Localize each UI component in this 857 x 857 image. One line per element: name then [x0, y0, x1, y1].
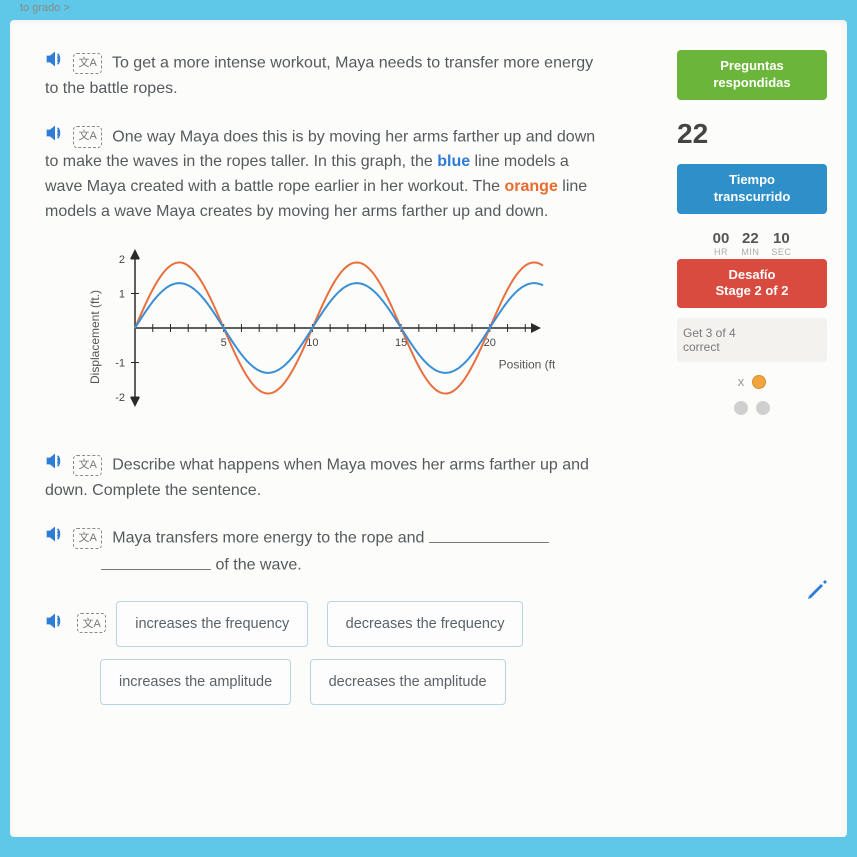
svg-text:-1: -1	[115, 357, 125, 369]
progress-row-2	[677, 397, 827, 423]
goal-box: Get 3 of 4 correct	[677, 318, 827, 362]
translate-icon[interactable]: 文A	[73, 53, 101, 74]
para1-text: To get a more intense workout, Maya need…	[45, 55, 593, 97]
option-increase-frequency[interactable]: increases the frequency	[116, 601, 308, 647]
svg-text:-2: -2	[115, 392, 125, 404]
questions-count: 22	[677, 110, 827, 164]
questions-hdr-l1: Preguntas	[683, 58, 821, 75]
progress-row: x	[677, 370, 827, 397]
goal-l1: Get 3 of 4	[683, 326, 821, 340]
timer: 00HR 22MIN 10SEC	[677, 224, 827, 259]
blank-2[interactable]	[101, 552, 211, 570]
timer-min: 22	[741, 230, 759, 247]
timer-sec: 10	[771, 230, 791, 247]
progress-dot-active	[752, 375, 766, 389]
paragraph-2: 文A One way Maya does this is by moving h…	[45, 124, 605, 225]
main-content: 文A To get a more intense workout, Maya n…	[45, 50, 605, 705]
questions-header: Preguntas respondidas	[677, 50, 827, 100]
progress-dot-grey	[756, 401, 770, 415]
answer-options: 文A increases the frequency decreases the…	[100, 601, 605, 705]
blank-1[interactable]	[429, 525, 549, 543]
translate-icon[interactable]: 文A	[73, 528, 101, 549]
breadcrumb: to grado >	[20, 2, 70, 14]
progress-dot-grey	[734, 401, 748, 415]
timer-hr: 00	[713, 230, 730, 247]
challenge-header: Desafío Stage 2 of 2	[677, 259, 827, 309]
time-hdr-l1: Tiempo	[683, 172, 821, 189]
challenge-l1: Desafío	[683, 267, 821, 284]
paragraph-1: 文A To get a more intense workout, Maya n…	[45, 50, 605, 102]
speaker-icon[interactable]	[45, 452, 65, 479]
para3-text: Describe what happens when Maya moves he…	[45, 456, 589, 498]
orange-word: orange	[505, 178, 558, 195]
para4b: of the wave.	[215, 557, 301, 574]
progress-x: x	[738, 374, 745, 389]
time-header: Tiempo transcurrido	[677, 164, 827, 214]
svg-text:5: 5	[221, 337, 227, 349]
timer-min-lab: MIN	[741, 247, 759, 257]
svg-text:2: 2	[119, 254, 125, 266]
sidebar: Preguntas respondidas 22 Tiempo transcur…	[677, 50, 827, 423]
timer-sec-lab: SEC	[771, 247, 791, 257]
option-decrease-frequency[interactable]: decreases the frequency	[327, 601, 524, 647]
paragraph-3: 文A Describe what happens when Maya moves…	[45, 452, 605, 504]
translate-icon[interactable]: 文A	[73, 126, 101, 147]
blue-word: blue	[437, 153, 470, 170]
svg-text:Position (ft.): Position (ft.)	[499, 357, 555, 371]
option-increase-amplitude[interactable]: increases the amplitude	[100, 659, 291, 705]
speaker-icon[interactable]	[45, 612, 65, 635]
goal-l2: correct	[683, 340, 821, 354]
timer-hr-lab: HR	[713, 247, 730, 257]
translate-icon[interactable]: 文A	[77, 613, 105, 633]
challenge-l2: Stage 2 of 2	[683, 283, 821, 300]
option-decrease-amplitude[interactable]: decreases the amplitude	[310, 659, 506, 705]
para4a: Maya transfers more energy to the rope a…	[112, 530, 429, 547]
wave-chart: 5101520-2-112Displacement (ft.)Position …	[85, 247, 605, 427]
speaker-icon[interactable]	[45, 124, 65, 151]
time-hdr-l2: transcurrido	[683, 189, 821, 206]
speaker-icon[interactable]	[45, 50, 65, 77]
scratchpad-icon[interactable]	[805, 578, 829, 607]
paragraph-4: 文A Maya transfers more energy to the rop…	[45, 525, 605, 578]
speaker-icon[interactable]	[45, 525, 65, 552]
svg-text:Displacement (ft.): Displacement (ft.)	[88, 290, 102, 384]
translate-icon[interactable]: 文A	[73, 455, 101, 476]
questions-hdr-l2: respondidas	[683, 75, 821, 92]
svg-text:1: 1	[119, 288, 125, 300]
